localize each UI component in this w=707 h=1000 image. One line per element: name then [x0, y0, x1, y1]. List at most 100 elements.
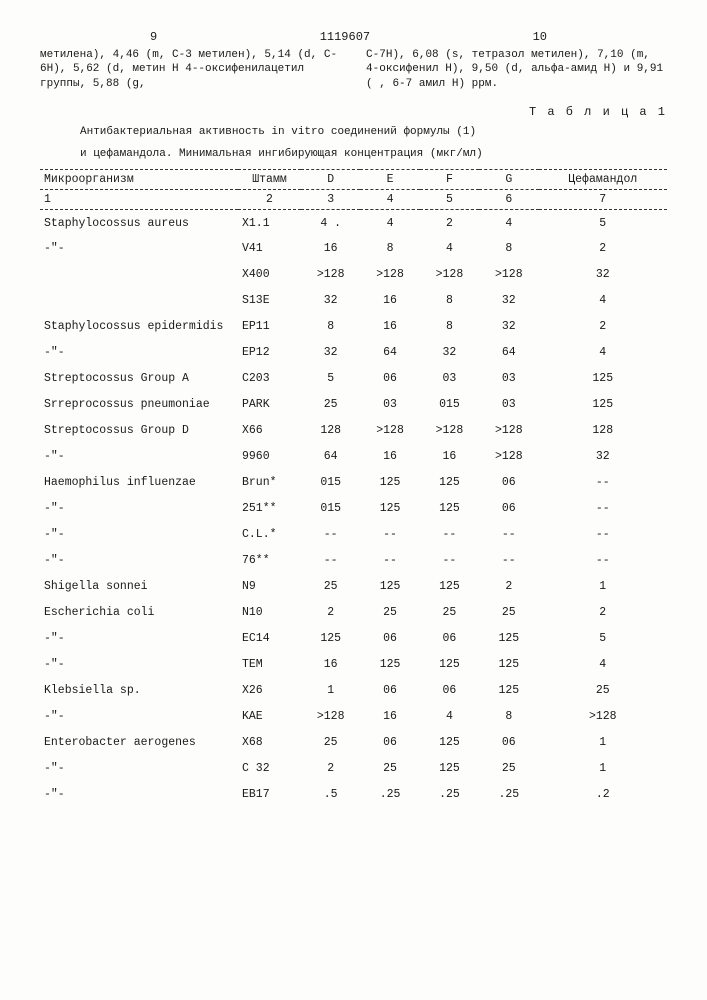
cell-cef: 5: [539, 626, 668, 652]
cell-strain: X68: [238, 730, 301, 756]
cell-g: 2: [479, 574, 538, 600]
cell-organism: Klebsiella sp.: [40, 678, 238, 704]
cell-e: 16: [360, 314, 419, 340]
cell-d: 2: [301, 756, 360, 782]
cell-strain: N9: [238, 574, 301, 600]
cell-f: 8: [420, 288, 479, 314]
cell-g: 8: [479, 236, 538, 262]
top-right-text: C-7H), 6,08 (s, тетразол метилен), 7,10 …: [366, 48, 667, 91]
cell-d: 2: [301, 600, 360, 626]
cell-strain: X66: [238, 418, 301, 444]
cell-g: >128: [479, 444, 538, 470]
cell-strain: X1.1: [238, 210, 301, 236]
col-num-3: 3: [301, 190, 360, 210]
col-num-5: 5: [420, 190, 479, 210]
cell-d: 4 .: [301, 210, 360, 236]
cell-strain: EP11: [238, 314, 301, 340]
cell-g: 32: [479, 288, 538, 314]
page-numbers: 9 1119607 10: [40, 30, 667, 44]
table-row: Enterobacter aerogenesX682506125061: [40, 730, 667, 756]
cell-f: 4: [420, 704, 479, 730]
cell-d: 25: [301, 392, 360, 418]
cell-d: 32: [301, 288, 360, 314]
cell-e: 25: [360, 756, 419, 782]
data-table: Микроорганизм Штамм D E F G Цефамандол 1…: [40, 169, 667, 808]
cell-e: 16: [360, 288, 419, 314]
cell-g: 25: [479, 600, 538, 626]
cell-e: 125: [360, 470, 419, 496]
cell-d: 5: [301, 366, 360, 392]
cell-organism: Escherichia coli: [40, 600, 238, 626]
cell-g: 03: [479, 392, 538, 418]
cell-organism: -"-: [40, 444, 238, 470]
cell-organism: Srreprocossus pneumoniae: [40, 392, 238, 418]
col-header-e: E: [360, 170, 419, 190]
col-header-d: D: [301, 170, 360, 190]
cell-f: >128: [420, 418, 479, 444]
table-row: -"-C 32225125251: [40, 756, 667, 782]
cell-d: --: [301, 522, 360, 548]
table-row: -"-EB17.5.25.25.25.2: [40, 782, 667, 808]
cell-e: 06: [360, 626, 419, 652]
table-row: -"-EC1412506061255: [40, 626, 667, 652]
cell-e: --: [360, 548, 419, 574]
table-row: Escherichia coliN1022525252: [40, 600, 667, 626]
cell-e: >128: [360, 262, 419, 288]
cell-strain: 9960: [238, 444, 301, 470]
cell-strain: C.L.*: [238, 522, 301, 548]
table-row: -"-V41168482: [40, 236, 667, 262]
cell-f: 015: [420, 392, 479, 418]
cell-f: 2: [420, 210, 479, 236]
cell-strain: C 32: [238, 756, 301, 782]
cell-d: 25: [301, 730, 360, 756]
cell-organism: Streptocossus Group D: [40, 418, 238, 444]
cell-organism: -"-: [40, 704, 238, 730]
cell-strain: 76**: [238, 548, 301, 574]
page-right: 10: [533, 30, 547, 44]
table-row: Streptocossus Group DX66128>128>128>1281…: [40, 418, 667, 444]
cell-g: 03: [479, 366, 538, 392]
cell-organism: -"-: [40, 782, 238, 808]
table-row: -"-TEM161251251254: [40, 652, 667, 678]
cell-cef: 125: [539, 366, 668, 392]
caption-line2: и цефамандола. Минимальная ингибирующая …: [80, 147, 667, 161]
cell-g: .25: [479, 782, 538, 808]
cell-f: 32: [420, 340, 479, 366]
cell-cef: --: [539, 496, 668, 522]
cell-organism: Staphylocossus epidermidis: [40, 314, 238, 340]
cell-cef: .2: [539, 782, 668, 808]
cell-cef: 128: [539, 418, 668, 444]
cell-e: 06: [360, 678, 419, 704]
cell-d: 015: [301, 470, 360, 496]
table-row: Klebsiella sp.X261060612525: [40, 678, 667, 704]
table-row: Staphylocossus epidermidisEP118168322: [40, 314, 667, 340]
cell-d: 125: [301, 626, 360, 652]
cell-d: 128: [301, 418, 360, 444]
cell-e: .25: [360, 782, 419, 808]
cell-g: >128: [479, 262, 538, 288]
cell-d: >128: [301, 704, 360, 730]
cell-e: 125: [360, 574, 419, 600]
caption-line1: Антибактериальная активность in vitro со…: [80, 125, 667, 139]
cell-cef: >128: [539, 704, 668, 730]
col-num-7: 7: [539, 190, 668, 210]
cell-d: 16: [301, 652, 360, 678]
cell-e: 06: [360, 730, 419, 756]
cell-d: 015: [301, 496, 360, 522]
table-row: -"-251**01512512506--: [40, 496, 667, 522]
col-header-organism: Микроорганизм: [40, 170, 238, 190]
cell-cef: 4: [539, 340, 668, 366]
cell-strain: Brun*: [238, 470, 301, 496]
cell-cef: 1: [539, 756, 668, 782]
cell-organism: Shigella sonnei: [40, 574, 238, 600]
cell-d: --: [301, 548, 360, 574]
cell-g: >128: [479, 418, 538, 444]
cell-g: 125: [479, 626, 538, 652]
cell-e: 16: [360, 704, 419, 730]
cell-organism: -"-: [40, 626, 238, 652]
cell-organism: -"-: [40, 652, 238, 678]
table-body: Staphylocossus aureusX1.14 .4245-"-V4116…: [40, 210, 667, 808]
cell-cef: 5: [539, 210, 668, 236]
cell-d: 1: [301, 678, 360, 704]
col-header-cef: Цефамандол: [539, 170, 668, 190]
